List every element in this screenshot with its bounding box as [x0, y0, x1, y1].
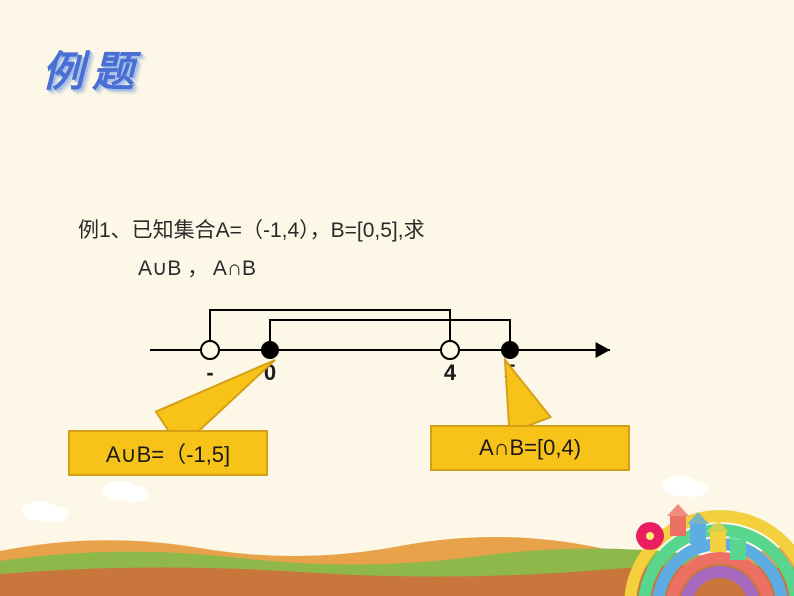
decorative-footer: [0, 476, 794, 596]
svg-text:1: 1: [204, 384, 216, 409]
svg-text:4: 4: [444, 360, 457, 385]
answer-union-text: A∪B=（-1,5]: [106, 437, 230, 469]
svg-text:5: 5: [504, 360, 516, 385]
answer-intersection-text: A∩B=[0,4): [479, 435, 581, 461]
problem-line2: A∪B ， A∩B: [138, 250, 425, 288]
svg-text:-: -: [206, 360, 213, 385]
page-title: 例题: [42, 38, 142, 99]
answer-intersection-callout: A∩B=[0,4): [430, 425, 630, 471]
answer-union-callout: A∪B=（-1,5]: [68, 430, 268, 476]
number-line-diagram: -1 0 4 5: [150, 300, 620, 410]
svg-text:0: 0: [264, 360, 276, 385]
problem-line1: 例1、已知集合A=（-1,4），B=[0,5],求: [78, 212, 425, 250]
problem-statement: 例1、已知集合A=（-1,4），B=[0,5],求 A∪B ， A∩B: [78, 212, 425, 288]
